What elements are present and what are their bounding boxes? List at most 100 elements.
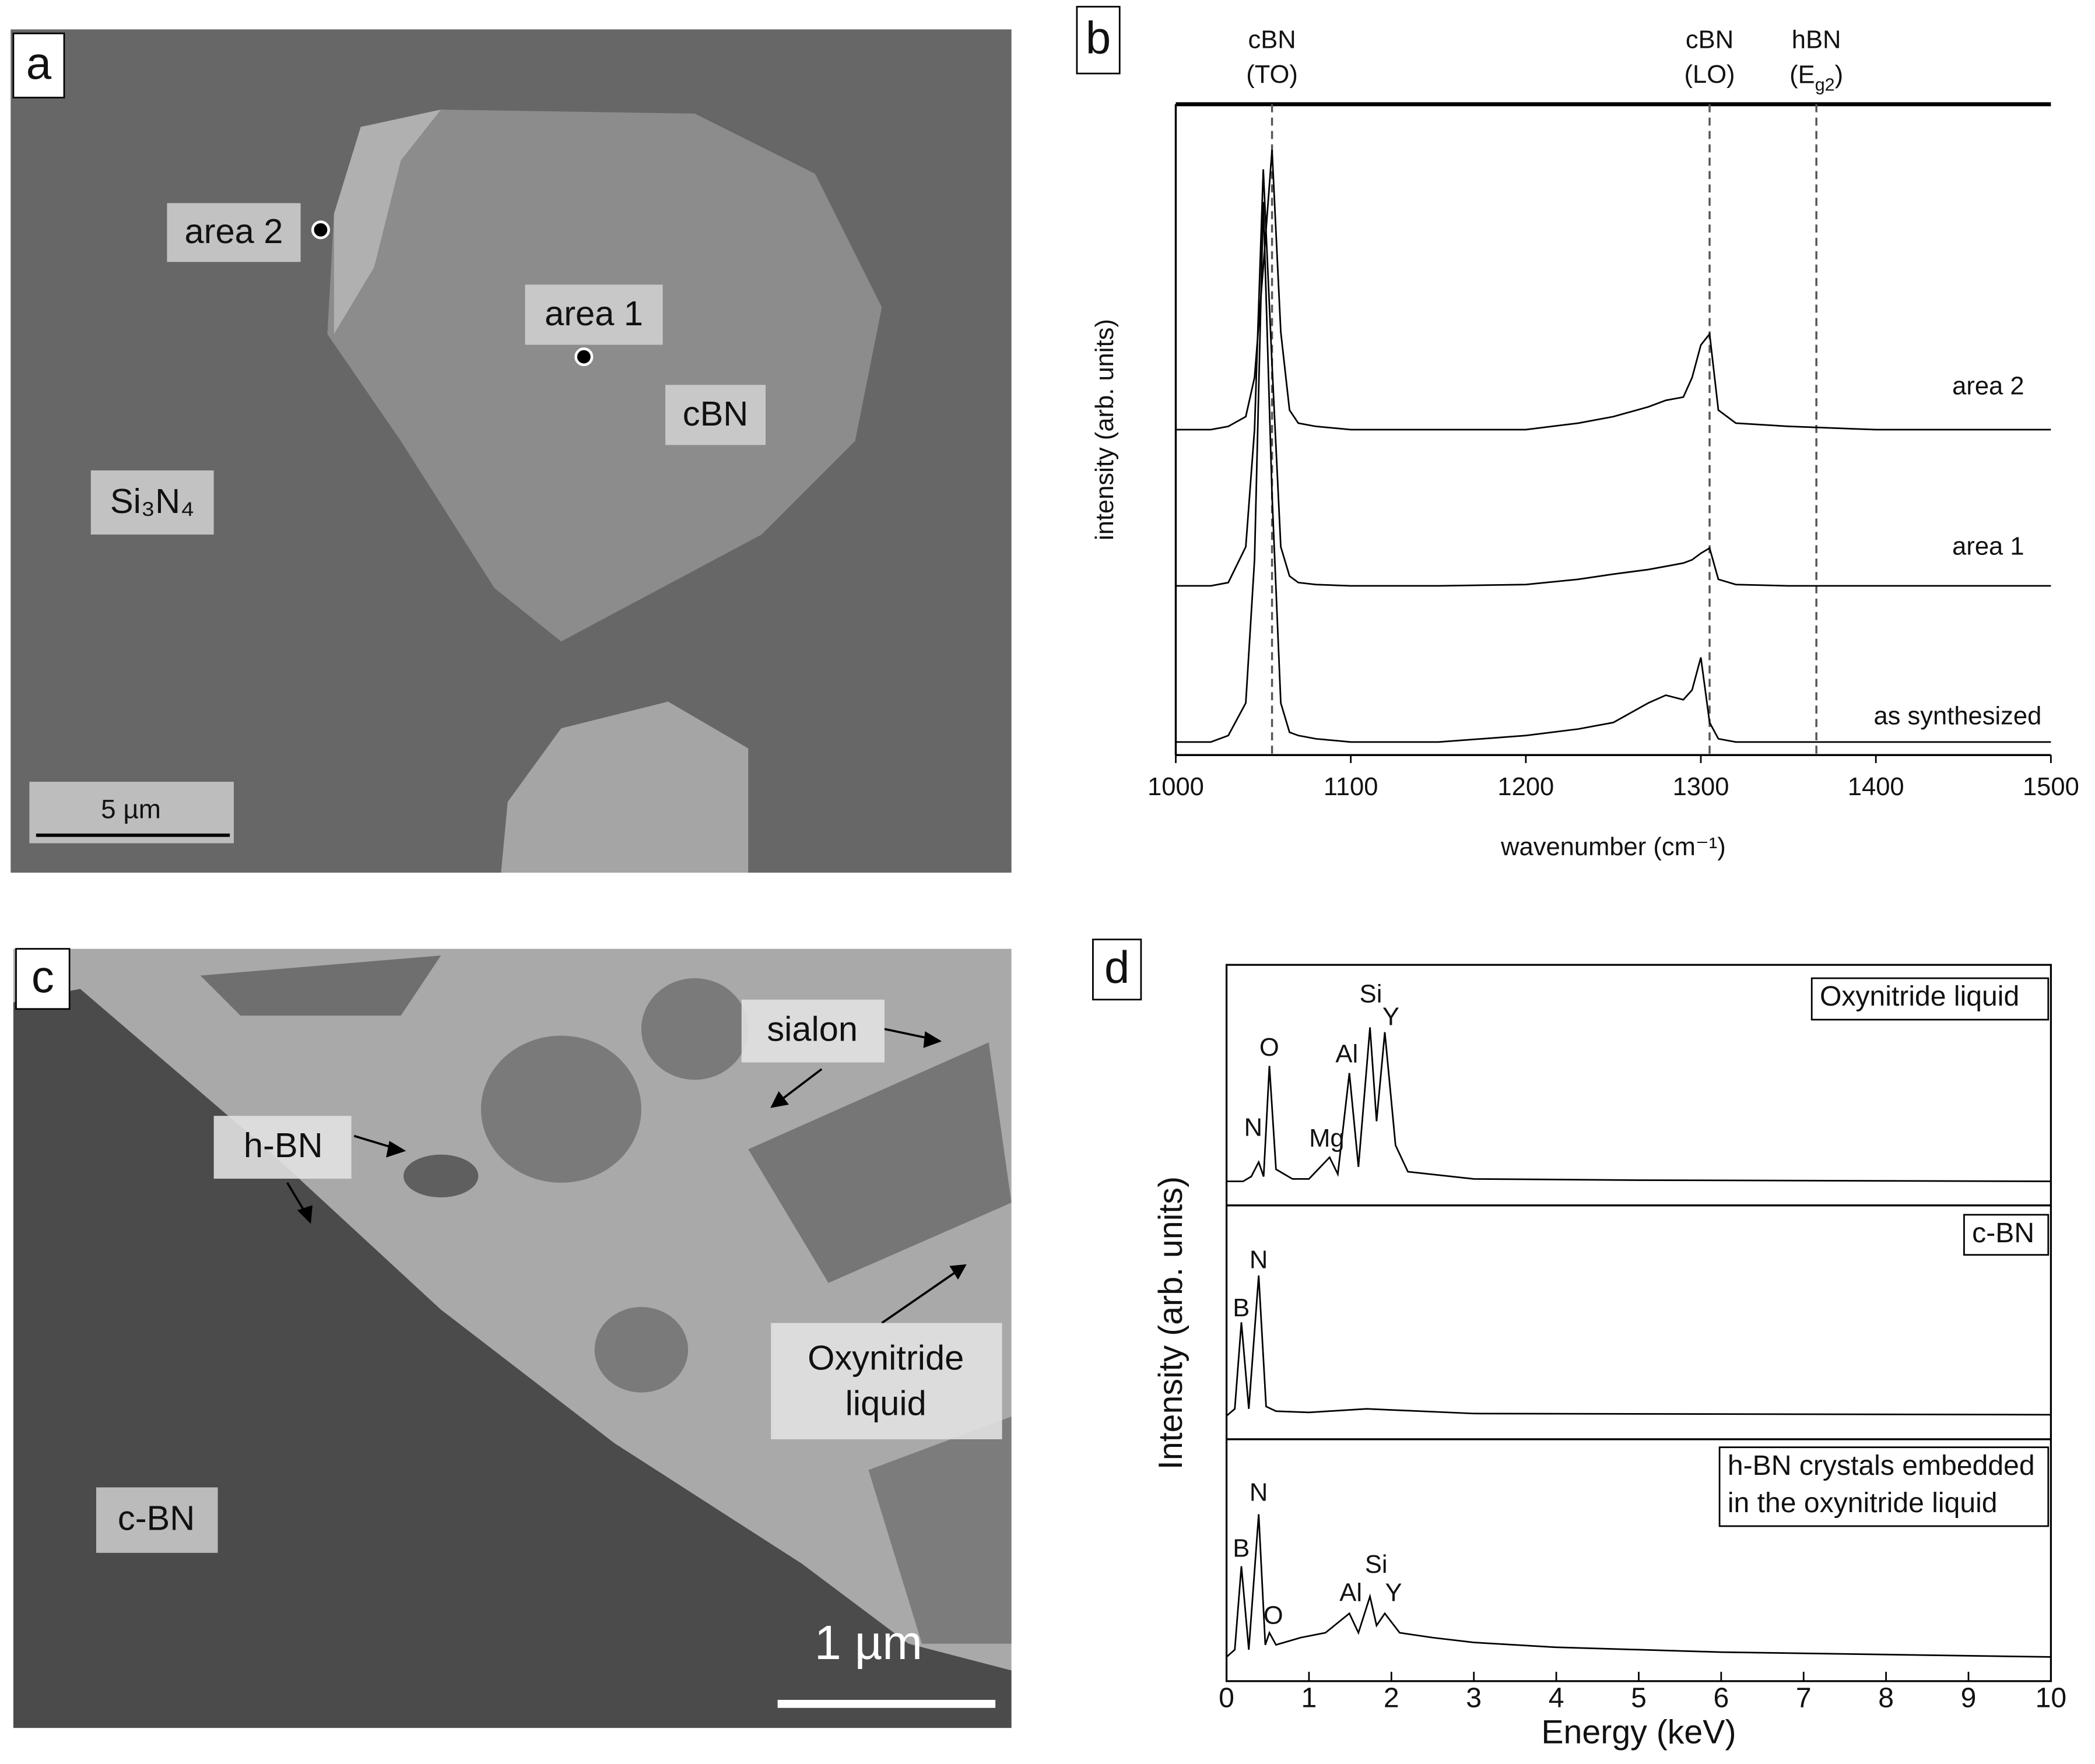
x-tick-label: 1500: [2023, 773, 2079, 801]
y-axis-label: intensity (arb. units): [1091, 319, 1119, 540]
series-label: area 2: [1952, 372, 2024, 400]
grain: [868, 1416, 1012, 1644]
grain: [200, 955, 441, 1016]
annotation: sialon: [767, 1009, 858, 1048]
micrograph-a: [10, 29, 1012, 873]
annotation: Si₃N₄: [110, 482, 195, 521]
x-tick-label: 4: [1549, 1682, 1564, 1714]
x-axis-label: Energy (keV): [1541, 1714, 1736, 1751]
data-line: [1175, 169, 2051, 587]
panel-letter: b: [1086, 12, 1111, 64]
annotation: area 2: [185, 212, 283, 251]
peak-label: Y: [1382, 1003, 1399, 1031]
x-tick-label: 1000: [1147, 773, 1204, 801]
label-box: [167, 203, 301, 262]
reference-label: (Eg2): [1789, 61, 1843, 95]
label-box: [96, 1487, 218, 1553]
peak-label: N: [1244, 1114, 1262, 1142]
subplot-frame: [1225, 1204, 2052, 1440]
annotation: Oxynitride: [808, 1338, 964, 1377]
peak-label: O: [1264, 1601, 1283, 1629]
annotation: cBN: [683, 394, 749, 433]
label-box: [15, 948, 71, 1010]
x-tick-label: 10: [2036, 1682, 2067, 1714]
peak-label: Al: [1335, 1041, 1358, 1069]
x-tick-label: 8: [1878, 1682, 1894, 1714]
subplot-title: in the oxynitride liquid: [1728, 1487, 1998, 1519]
panel-letter: d: [1104, 941, 1129, 993]
annotation: area 1: [545, 294, 643, 333]
data-line: [1226, 1275, 2051, 1417]
arrow: [881, 1268, 960, 1324]
measurement-point: [311, 220, 330, 240]
x-tick-label: 1200: [1497, 773, 1554, 801]
label-box: [525, 284, 663, 345]
peak-label: Si: [1360, 980, 1382, 1008]
scale-bar-label: 5 µm: [101, 795, 161, 824]
peak-label: Mg: [1309, 1125, 1344, 1152]
x-tick-label: 0: [1219, 1682, 1234, 1714]
text-part: ): [1835, 61, 1843, 89]
crystal-lower: [501, 701, 749, 873]
data-line: [1226, 1514, 2051, 1658]
text-part: (E: [1789, 61, 1815, 89]
reference-label: cBN: [1686, 26, 1733, 54]
reference-label: cBN: [1248, 26, 1296, 54]
scale-bar-label: 1 µm: [815, 1616, 922, 1670]
x-tick-label: 2: [1384, 1682, 1399, 1714]
x-axis-label: wavenumber (cm⁻¹): [1500, 833, 1726, 861]
peak-label: Si: [1365, 1551, 1388, 1579]
x-tick-label: 7: [1796, 1682, 1812, 1714]
label-box: [1076, 6, 1121, 75]
arrow: [777, 1068, 823, 1104]
x-tick-label: 6: [1713, 1682, 1729, 1714]
x-tick-label: 9: [1961, 1682, 1977, 1714]
reference-label: (TO): [1246, 61, 1298, 89]
grain: [748, 1042, 1012, 1283]
label-box: [1963, 1214, 2050, 1256]
measurement-point: [574, 347, 594, 367]
peak-label: B: [1233, 1535, 1250, 1563]
arrows: [286, 1028, 967, 1324]
grain: [641, 978, 749, 1080]
annotation: c-BN: [118, 1499, 195, 1538]
h-bn-crystal: [403, 1154, 479, 1198]
subplot-title: h-BN crystals embedded: [1728, 1450, 2035, 1481]
y-axis-label: Intensity (arb. units): [1152, 1176, 1189, 1470]
label-box: [741, 999, 885, 1063]
panel-letter: a: [26, 37, 52, 89]
data-line: [1175, 202, 2051, 743]
series-label: area 1: [1952, 532, 2024, 560]
x-tick-label: 1: [1301, 1682, 1317, 1714]
series-label: as synthesized: [1873, 702, 2041, 730]
label-box: [665, 385, 766, 445]
subscript: g2: [1815, 75, 1835, 95]
reference-label: hBN: [1792, 26, 1841, 54]
arrowhead: [770, 1091, 789, 1108]
peak-label: Al: [1339, 1579, 1362, 1607]
label-box: [213, 1116, 352, 1179]
x-tick-label: 1100: [1324, 773, 1378, 801]
grain: [594, 1306, 689, 1393]
x-tick-label: 1400: [1848, 773, 1904, 801]
subplot-title: Oxynitride liquid: [1820, 981, 2019, 1012]
x-tick-label: 1300: [1673, 773, 1729, 801]
label-box: [29, 782, 234, 844]
peak-label: Y: [1385, 1579, 1402, 1607]
data-line: [1175, 149, 2051, 431]
label-box: [1718, 1446, 2050, 1527]
arrowhead: [386, 1141, 406, 1158]
label-box: [1810, 977, 2050, 1021]
crystal: [327, 109, 882, 642]
reference-label: (LO): [1685, 61, 1735, 89]
annotation: h-BN: [244, 1126, 323, 1165]
subplot-title: c-BN: [1972, 1217, 2034, 1249]
grain: [480, 1035, 641, 1183]
peak-label: O: [1259, 1034, 1279, 1062]
label-box: [90, 470, 214, 535]
x-tick-label: 5: [1631, 1682, 1647, 1714]
label-box: [771, 1323, 1002, 1439]
label-box: [12, 32, 65, 99]
